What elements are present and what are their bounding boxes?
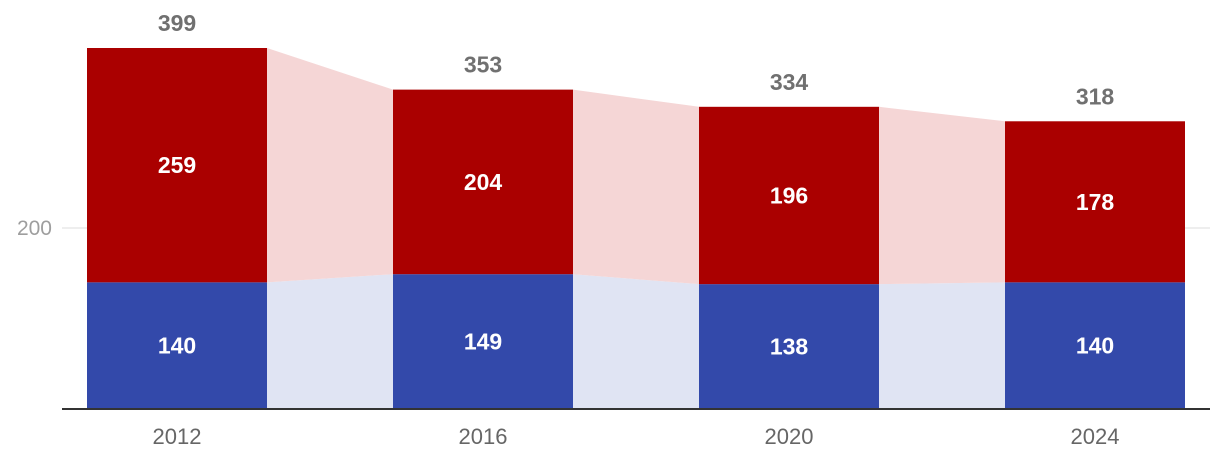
bar-blue-2012 xyxy=(87,282,267,409)
bar-blue-2020 xyxy=(699,284,879,409)
connecting-bands xyxy=(267,48,1005,409)
total-label-2016: 353 xyxy=(464,52,502,78)
data-label-blue-2024: 140 xyxy=(1076,333,1114,359)
bar-red-2016 xyxy=(393,89,573,275)
data-label-red-2024: 178 xyxy=(1076,189,1115,215)
x-tick-label-2016: 2016 xyxy=(459,424,508,449)
x-tick-label-2020: 2020 xyxy=(765,424,814,449)
data-label-red-2012: 259 xyxy=(158,152,196,178)
data-label-blue-2016: 149 xyxy=(464,329,502,355)
band-blue-2 xyxy=(879,282,1005,409)
band-blue-1 xyxy=(573,274,699,409)
bars xyxy=(87,48,1185,409)
band-red-1 xyxy=(573,89,699,285)
data-label-blue-2020: 138 xyxy=(770,334,809,360)
total-label-2024: 318 xyxy=(1076,83,1115,109)
data-label-red-2020: 196 xyxy=(770,182,808,208)
x-tick-label-2012: 2012 xyxy=(153,424,202,449)
data-label-red-2016: 204 xyxy=(464,169,503,195)
band-blue-0 xyxy=(267,274,393,409)
total-label-2020: 334 xyxy=(770,69,809,95)
bar-red-2024 xyxy=(1005,121,1185,283)
labels: 200 140 259 399 2012 149 204 353 2016 138 196 334 20… xyxy=(17,10,1120,449)
band-red-2 xyxy=(879,106,1005,285)
total-label-2012: 399 xyxy=(158,10,196,36)
data-label-blue-2012: 140 xyxy=(158,333,196,359)
x-tick-label-2024: 2024 xyxy=(1071,424,1120,449)
bar-red-2020 xyxy=(699,106,879,285)
bar-blue-2024 xyxy=(1005,282,1185,409)
bar-blue-2016 xyxy=(393,274,573,409)
y-tick-label: 200 xyxy=(17,217,52,240)
band-red-0 xyxy=(267,48,393,283)
bar-red-2012 xyxy=(87,48,267,283)
